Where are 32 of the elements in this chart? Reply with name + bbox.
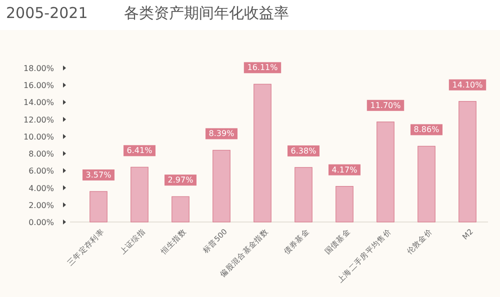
y-tick-label: 14.00% — [23, 98, 54, 108]
bar — [294, 167, 312, 222]
y-tick-label: 16.00% — [23, 81, 54, 90]
bar — [254, 84, 272, 222]
data-label: 6.38% — [290, 146, 317, 156]
bar — [376, 122, 394, 222]
data-label: 3.57% — [86, 170, 112, 180]
data-label: 8.39% — [208, 129, 235, 138]
data-label: 2.97% — [168, 176, 194, 185]
data-label: 4.17% — [332, 165, 358, 174]
y-tick-label: 4.00% — [28, 184, 54, 193]
bar — [212, 150, 230, 222]
data-label: 11.70% — [370, 100, 402, 110]
y-tick-label: 12.00% — [23, 115, 54, 124]
y-tick-label: 18.00% — [23, 64, 54, 73]
bar — [130, 166, 148, 222]
bar — [172, 196, 190, 222]
data-label: 8.86% — [414, 125, 440, 134]
y-tick-label: 0.00% — [28, 218, 54, 227]
data-label: 14.10% — [452, 80, 484, 90]
chart-title: 各类资产期间年化收益率 — [124, 4, 289, 22]
bar — [418, 146, 436, 222]
y-tick-label: 10.00% — [23, 132, 54, 142]
y-tick-label: 8.00% — [28, 150, 54, 159]
chart-subtitle: 2005-2021 — [6, 4, 88, 22]
data-label: 6.41% — [126, 146, 153, 156]
y-tick-label: 6.00% — [28, 166, 54, 176]
bar — [336, 186, 354, 222]
data-label: 16.11% — [247, 63, 278, 72]
y-tick-label: 2.00% — [28, 200, 54, 210]
bar — [90, 191, 108, 222]
bar — [458, 101, 476, 222]
